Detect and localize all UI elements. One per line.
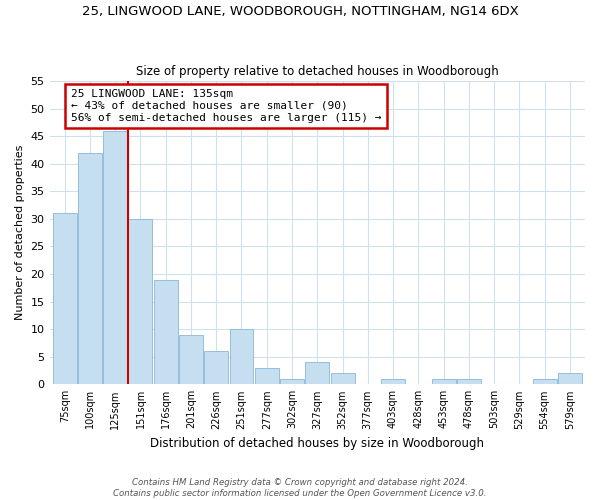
Bar bbox=[255, 368, 279, 384]
Bar bbox=[533, 379, 557, 384]
Bar bbox=[431, 379, 455, 384]
Bar bbox=[179, 334, 203, 384]
Bar bbox=[280, 379, 304, 384]
Bar bbox=[128, 219, 152, 384]
Bar bbox=[204, 351, 228, 384]
Bar bbox=[230, 329, 253, 384]
Bar bbox=[103, 130, 127, 384]
Text: 25, LINGWOOD LANE, WOODBOROUGH, NOTTINGHAM, NG14 6DX: 25, LINGWOOD LANE, WOODBOROUGH, NOTTINGH… bbox=[82, 5, 518, 18]
Bar bbox=[154, 280, 178, 384]
Bar bbox=[53, 214, 77, 384]
Bar bbox=[331, 374, 355, 384]
X-axis label: Distribution of detached houses by size in Woodborough: Distribution of detached houses by size … bbox=[150, 437, 484, 450]
Bar bbox=[457, 379, 481, 384]
Text: 25 LINGWOOD LANE: 135sqm
← 43% of detached houses are smaller (90)
56% of semi-d: 25 LINGWOOD LANE: 135sqm ← 43% of detach… bbox=[71, 90, 382, 122]
Y-axis label: Number of detached properties: Number of detached properties bbox=[15, 145, 25, 320]
Bar bbox=[381, 379, 405, 384]
Title: Size of property relative to detached houses in Woodborough: Size of property relative to detached ho… bbox=[136, 66, 499, 78]
Bar bbox=[558, 374, 582, 384]
Text: Contains HM Land Registry data © Crown copyright and database right 2024.
Contai: Contains HM Land Registry data © Crown c… bbox=[113, 478, 487, 498]
Bar bbox=[305, 362, 329, 384]
Bar bbox=[78, 152, 102, 384]
